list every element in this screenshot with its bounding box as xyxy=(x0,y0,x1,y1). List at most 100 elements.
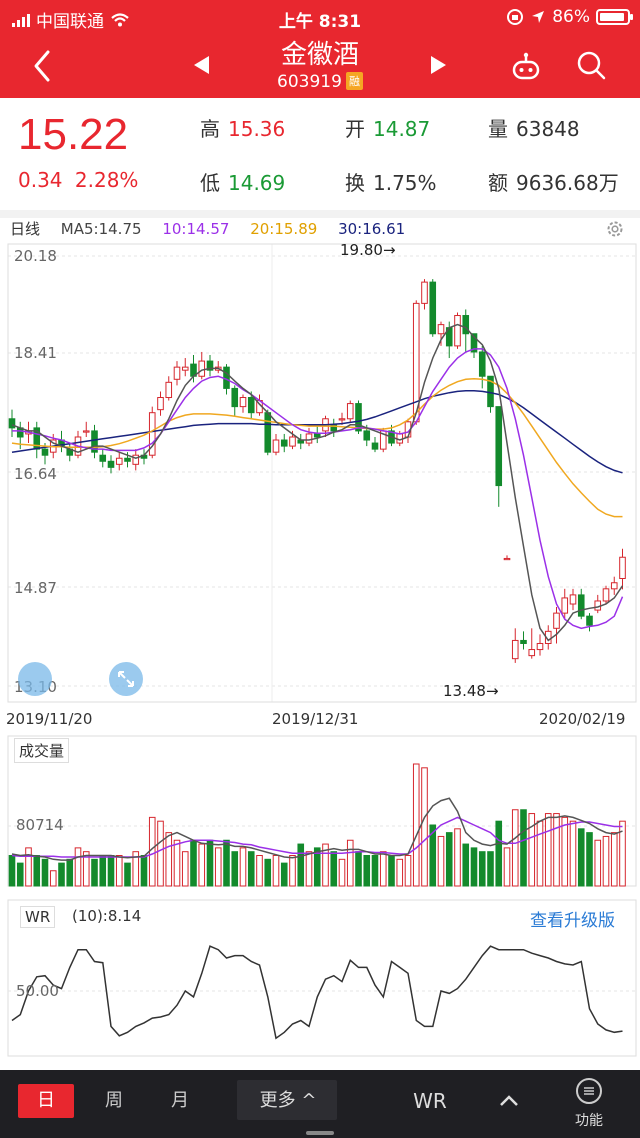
candle-body xyxy=(107,460,115,468)
turnover-label: 换 xyxy=(345,171,365,195)
ma-legend: 日线 MA5:14.75 10:14.57 20:15.89 30:16.61 xyxy=(10,218,421,238)
tab-month[interactable]: 月 xyxy=(171,1090,189,1111)
gear-icon[interactable] xyxy=(604,218,626,240)
robot-assistant-icon[interactable] xyxy=(509,50,543,84)
candle-body xyxy=(528,649,536,657)
home-indicator xyxy=(306,1131,334,1135)
turnover-value: 1.75% xyxy=(373,171,437,195)
ma10-legend: 10:14.57 xyxy=(162,220,230,238)
candle-body xyxy=(313,433,321,438)
wr-line xyxy=(11,945,623,1040)
volume-bar xyxy=(82,851,90,887)
chevron-up-icon[interactable] xyxy=(498,1092,520,1110)
volume-bar xyxy=(25,847,32,887)
candle-body xyxy=(231,387,239,408)
volume-bar xyxy=(280,862,288,887)
ma30-line xyxy=(11,390,623,474)
volume-bar xyxy=(388,855,395,887)
high-value: 15.36 xyxy=(228,117,286,141)
candle-body xyxy=(429,281,437,335)
indicator-button[interactable]: WR xyxy=(413,1089,447,1113)
ma5-legend: MA5:14.75 xyxy=(60,220,142,238)
stock-code: 603919 融 xyxy=(0,72,640,92)
volume-label: 量 xyxy=(488,117,508,141)
candle-body xyxy=(280,439,288,447)
y-tick-label: 20.18 xyxy=(14,247,57,265)
wr-panel-label[interactable]: WR xyxy=(20,906,56,928)
candle-body xyxy=(371,442,379,450)
battery-icon xyxy=(596,9,633,25)
candle-body xyxy=(355,403,362,432)
expand-icon[interactable] xyxy=(109,662,143,696)
volume-bar xyxy=(132,851,140,887)
volume-bar xyxy=(445,832,453,887)
candle-body xyxy=(470,333,478,353)
amount-field: 额 9636.68万 xyxy=(488,167,619,196)
volume-bar xyxy=(198,843,206,887)
volume-ma5-line xyxy=(11,797,623,861)
upgrade-link[interactable]: 查看升级版 xyxy=(530,911,615,931)
volume-bar xyxy=(371,855,379,887)
volume-bar xyxy=(421,767,428,887)
volume-bar xyxy=(231,851,239,887)
volume-bar xyxy=(313,847,321,887)
candle-body xyxy=(165,381,173,399)
candle-body xyxy=(206,360,214,371)
bottom-toolbar: 日 周 月 更多 ^ WR xyxy=(0,1070,640,1138)
candle-body xyxy=(478,351,486,377)
candle-body xyxy=(619,556,626,579)
volume-bar xyxy=(355,851,362,887)
volume-bar xyxy=(454,828,461,887)
scroll-left-button[interactable] xyxy=(18,662,52,696)
candle-body xyxy=(264,412,272,453)
volume-bar xyxy=(297,843,305,887)
volume-ma10-line xyxy=(11,816,623,858)
previous-stock-button[interactable] xyxy=(194,56,209,74)
volume-bar xyxy=(544,813,552,887)
candle-body xyxy=(610,582,618,590)
volume-bar xyxy=(330,851,338,887)
candle-body xyxy=(132,454,140,465)
volume-bar xyxy=(322,843,329,887)
volume-bar xyxy=(49,870,57,887)
candlestick-chart[interactable] xyxy=(0,0,640,1066)
candle-body xyxy=(181,366,189,371)
wr-axis-label: 50.00 xyxy=(16,982,59,1000)
amount-value: 9636.68万 xyxy=(516,171,619,195)
tab-day[interactable]: 日 xyxy=(18,1084,74,1118)
volume-panel-frame xyxy=(7,735,637,887)
battery-percent: 86% xyxy=(552,7,590,27)
volume-bar xyxy=(256,855,263,887)
open-field: 开 14.87 xyxy=(345,113,430,142)
volume-bar xyxy=(594,839,602,887)
function-menu-icon[interactable] xyxy=(576,1078,602,1104)
candle-body xyxy=(8,418,16,429)
candle-body xyxy=(346,403,354,420)
volume-bar xyxy=(437,835,445,887)
candle-body xyxy=(148,412,156,456)
volume-bar xyxy=(272,855,280,887)
candle-body xyxy=(462,315,470,335)
high-field: 高 15.36 xyxy=(200,113,285,142)
more-button[interactable]: 更多 ^ xyxy=(259,1090,317,1111)
volume-bar xyxy=(561,816,569,887)
volume-bar xyxy=(412,763,420,887)
volume-bar xyxy=(503,847,511,887)
tab-week[interactable]: 周 xyxy=(105,1090,123,1111)
orientation-lock-icon xyxy=(507,9,524,25)
function-label[interactable]: 功能 xyxy=(575,1113,603,1129)
volume-bar xyxy=(528,813,536,887)
volume-bar xyxy=(214,847,222,887)
volume-bar xyxy=(190,839,197,887)
low-value: 14.69 xyxy=(228,171,286,195)
candle-body xyxy=(338,418,346,421)
volume-bar xyxy=(91,858,98,887)
min-annotation: 13.48→ xyxy=(443,682,499,700)
turnover-field: 换 1.75% xyxy=(345,167,437,196)
back-arrow-icon[interactable] xyxy=(28,46,58,86)
volume-bar xyxy=(58,862,65,887)
search-icon[interactable] xyxy=(574,48,608,82)
next-stock-button[interactable] xyxy=(431,56,446,74)
candle-body xyxy=(223,366,230,389)
